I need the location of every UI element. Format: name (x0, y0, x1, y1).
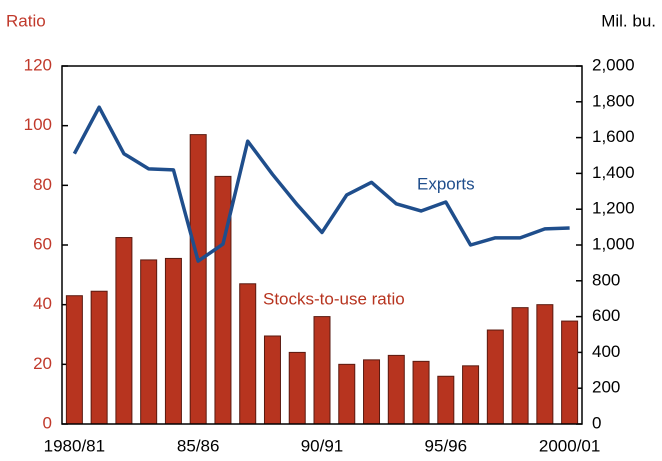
y-tick-label: 0 (43, 413, 52, 432)
y-tick-label: 100 (24, 115, 52, 134)
bar (412, 360, 430, 425)
y2-tick-label: 2,000 (592, 55, 635, 74)
y2-tick-label: 1,400 (592, 163, 635, 182)
y2-tick-label: 400 (592, 342, 620, 361)
bar (486, 329, 504, 425)
bar (561, 320, 579, 425)
y-tick-label: 20 (33, 354, 52, 373)
x-tick-label: 95/96 (425, 436, 468, 455)
bar (511, 307, 529, 425)
bar (65, 295, 83, 425)
y2-tick-label: 1,600 (592, 127, 635, 146)
y-axis-label: Ratio (6, 11, 46, 30)
y-tick-label: 60 (33, 234, 52, 253)
y2-axis-label: Mil. bu. (601, 11, 656, 30)
y2-tick-label: 1,200 (592, 199, 635, 218)
bar (536, 304, 554, 425)
y2-tick-label: 600 (592, 306, 620, 325)
bar (164, 257, 182, 425)
bar (462, 365, 480, 425)
bar (363, 359, 381, 425)
bar (437, 375, 455, 425)
y2-tick-label: 200 (592, 378, 620, 397)
bar (140, 259, 158, 425)
series-label: Stocks-to-use ratio (263, 289, 405, 308)
x-tick-label: 85/86 (177, 436, 220, 455)
plot-frame (61, 65, 583, 425)
x-tick-label: 2000/01 (539, 436, 600, 455)
y-tick-label: 80 (33, 175, 52, 194)
y-tick-label: 120 (24, 55, 52, 74)
series-label: Exports (417, 174, 475, 193)
bar (239, 283, 257, 425)
bar (189, 134, 207, 425)
y2-tick-label: 800 (592, 270, 620, 289)
bar (387, 354, 405, 425)
bar (263, 335, 281, 425)
bar (288, 351, 306, 425)
line (72, 105, 570, 263)
y2-tick-label: 1,800 (592, 91, 635, 110)
y2-tick-label: 0 (592, 413, 601, 432)
x-tick-label: 1980/81 (44, 436, 105, 455)
y-tick-label: 40 (33, 294, 52, 313)
bar (313, 316, 331, 425)
x-tick-label: 90/91 (301, 436, 344, 455)
bar (90, 290, 108, 425)
bar (115, 237, 133, 425)
bar (338, 363, 356, 425)
y2-tick-label: 1,000 (592, 234, 635, 253)
